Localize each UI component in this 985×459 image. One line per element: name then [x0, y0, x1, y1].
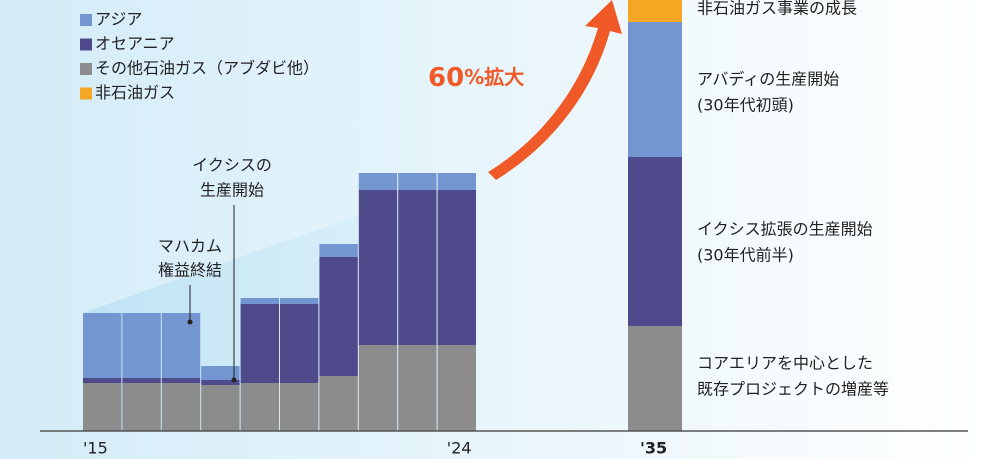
bar-segment: [398, 345, 437, 431]
legend-swatch: [80, 38, 92, 51]
expansion-line2: (30年代前半): [697, 246, 794, 265]
legend-text: 非石油ガス: [95, 83, 175, 102]
bar-segment: [358, 190, 398, 345]
bar-segment: [83, 378, 122, 383]
bar-segment: [161, 313, 201, 378]
legend-text: オセアニア: [95, 34, 175, 53]
abadi-line1: アバディの生産開始: [697, 70, 839, 89]
growth-number: 60: [428, 63, 464, 93]
bar-segment: [161, 378, 201, 383]
bar-segment: [122, 313, 161, 378]
growth-annotation: 60%拡大: [428, 63, 524, 93]
bar-segment: [201, 366, 240, 380]
bar-segment: [319, 244, 358, 257]
abadi-line2: (30年代初頭): [697, 96, 794, 115]
bar-segment: [437, 345, 476, 431]
bar-segment: [319, 376, 358, 431]
bar-segment: [358, 345, 398, 431]
legend-text: アジア: [95, 10, 142, 29]
growth-arrow: [488, 0, 622, 180]
bar-segment: [280, 383, 319, 431]
bar-segment: [280, 298, 319, 304]
expansion-line1: イクシス拡張の生産開始: [697, 220, 873, 239]
bar-segment: [437, 173, 476, 190]
legend-swatch: [80, 87, 92, 100]
core-line2: 既存プロジェクトの増産等: [697, 380, 889, 399]
growth-text: %拡大: [464, 65, 524, 89]
bar-segment: [628, 0, 682, 22]
bar-segment: [240, 383, 279, 431]
bar-segment: [628, 157, 682, 326]
core-line1: コアエリアを中心とした: [697, 354, 873, 373]
x-tick-label: '35: [640, 439, 667, 458]
ichthys-dot: [231, 377, 237, 383]
bar-segment: [628, 326, 682, 431]
legend-swatch: [80, 63, 92, 75]
bar-segment: [122, 378, 161, 383]
mahakam-line2: 権益終結: [158, 261, 222, 280]
bar-segment: [398, 173, 437, 190]
legend-text: その他石油ガス（アブダビ他）: [95, 59, 319, 78]
bar-segment: [358, 173, 398, 190]
x-tick-label: '15: [83, 439, 108, 458]
bar-segment: [83, 383, 122, 431]
ichthys-start-line1: イクシスの: [192, 156, 272, 175]
bar-segment: [122, 383, 161, 431]
x-tick-label: '24: [447, 439, 472, 458]
bar-segment: [240, 298, 279, 304]
bar-segment: [398, 190, 437, 345]
bar-segment: [280, 304, 319, 383]
mahakam-dot: [187, 319, 193, 325]
bar-segment: [201, 380, 240, 385]
bar-segment: [161, 383, 201, 431]
non-oil-note: 非石油ガス事業の成長: [697, 0, 857, 18]
legend-swatch: [80, 14, 92, 26]
bar-segment: [437, 190, 476, 345]
bar-segment: [240, 304, 279, 383]
mahakam-line1: マハカム: [158, 237, 222, 256]
bar-segment: [628, 22, 682, 157]
bar-segment: [201, 385, 240, 431]
bar-segment: [319, 257, 358, 376]
bar-segment: [83, 313, 122, 378]
ichthys-start-line2: 生産開始: [200, 181, 264, 200]
